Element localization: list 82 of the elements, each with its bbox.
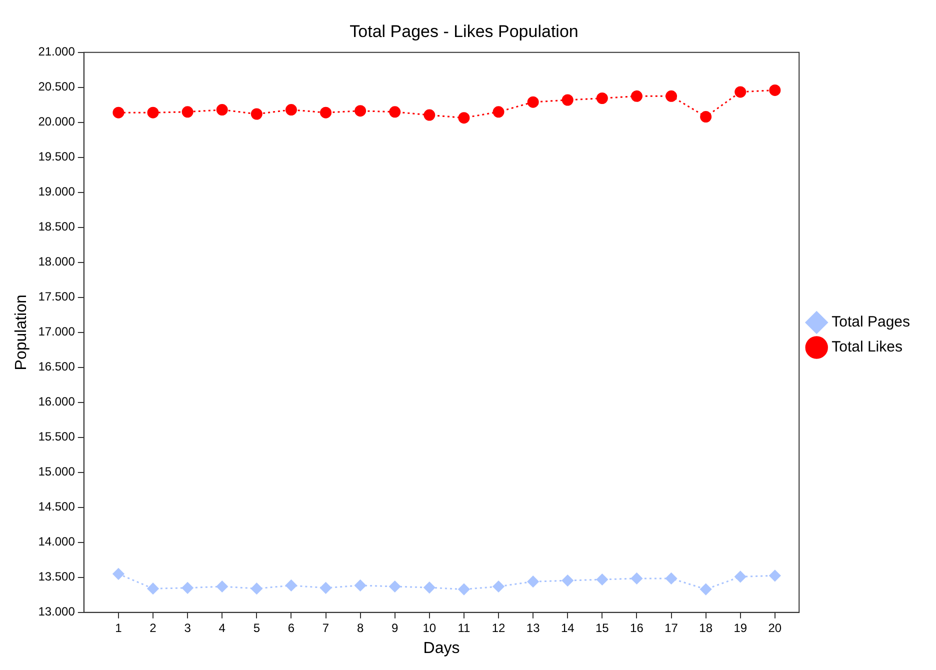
y-tick-label: 20.500 [38, 80, 76, 94]
y-tick-label: 20.000 [38, 114, 76, 129]
y-axis-title: Population [13, 294, 30, 370]
x-tick-label: 9 [392, 620, 399, 635]
x-axis-title: Days [423, 640, 460, 657]
x-tick-label: 11 [458, 620, 471, 635]
point [320, 106, 332, 118]
x-tick-label: 18 [699, 620, 713, 635]
point [562, 574, 574, 586]
point [424, 109, 436, 121]
point [112, 568, 124, 580]
point [700, 584, 712, 596]
point [666, 572, 678, 584]
point [112, 106, 124, 118]
x-tick-label: 1 [115, 620, 122, 635]
point [147, 582, 159, 594]
point [182, 582, 194, 594]
legend-label: Total Likes [832, 338, 902, 356]
y-tick-label: 21.000 [38, 44, 76, 59]
x-tick-label: 8 [356, 620, 364, 635]
y-tick-label: 13.500 [38, 570, 76, 584]
y-tick-label: 15.500 [38, 430, 76, 444]
y-tick-label: 13.000 [38, 604, 76, 619]
y-tick-label: 17.000 [38, 324, 76, 339]
y-tick-label: 16.000 [38, 394, 76, 409]
y-tick-label: 19.000 [38, 184, 76, 199]
x-tick-label: 17 [664, 620, 678, 635]
x-tick-label: 5 [253, 620, 260, 635]
x-tick-label: 16 [630, 620, 644, 635]
point [700, 111, 712, 123]
y-tick-label: 19.500 [38, 150, 76, 164]
y-tick-label: 15.000 [38, 464, 76, 479]
point [182, 106, 194, 118]
x-tick-label: 12 [492, 620, 506, 635]
point [216, 580, 228, 592]
point [562, 94, 574, 106]
point [250, 582, 262, 594]
point [527, 96, 539, 108]
point [320, 582, 332, 594]
point [424, 582, 436, 594]
point [458, 112, 470, 124]
x-tick-label: 4 [218, 620, 226, 635]
point [734, 570, 746, 582]
point [734, 86, 746, 98]
x-tick-label: 3 [184, 620, 192, 635]
point [354, 580, 366, 592]
y-tick-label: 17.500 [38, 290, 76, 304]
y-tick-label: 14.000 [38, 534, 76, 549]
point [285, 104, 297, 116]
x-tick-label: 13 [526, 620, 540, 635]
y-tick-label: 18.000 [38, 254, 76, 269]
point [596, 92, 608, 104]
point [630, 90, 642, 102]
point [492, 106, 504, 118]
legend-label: Total Pages [832, 314, 910, 331]
point [285, 580, 297, 592]
x-tick-label: 2 [150, 620, 157, 635]
x-tick-label: 15 [595, 620, 610, 635]
point [354, 105, 366, 117]
point [250, 108, 262, 120]
point [769, 84, 781, 96]
point [458, 584, 470, 596]
point [389, 580, 401, 592]
point [216, 104, 228, 116]
point [596, 574, 608, 586]
point [527, 576, 539, 588]
x-tick-label: 6 [288, 620, 295, 635]
point [630, 572, 642, 584]
point [666, 90, 678, 102]
x-tick-label: 19 [734, 620, 748, 635]
y-tick-label: 14.500 [38, 500, 76, 514]
point [492, 580, 504, 592]
point [769, 570, 781, 582]
x-tick-label: 14 [560, 620, 575, 635]
chart-title: Total Pages - Likes Population [350, 22, 578, 41]
y-tick-label: 18.500 [38, 220, 76, 234]
x-tick-label: 7 [322, 620, 330, 635]
y-tick-label: 16.500 [38, 360, 76, 374]
point [389, 106, 401, 118]
x-tick-label: 10 [422, 620, 436, 635]
x-tick-label: 20 [768, 620, 782, 635]
point [147, 106, 159, 118]
